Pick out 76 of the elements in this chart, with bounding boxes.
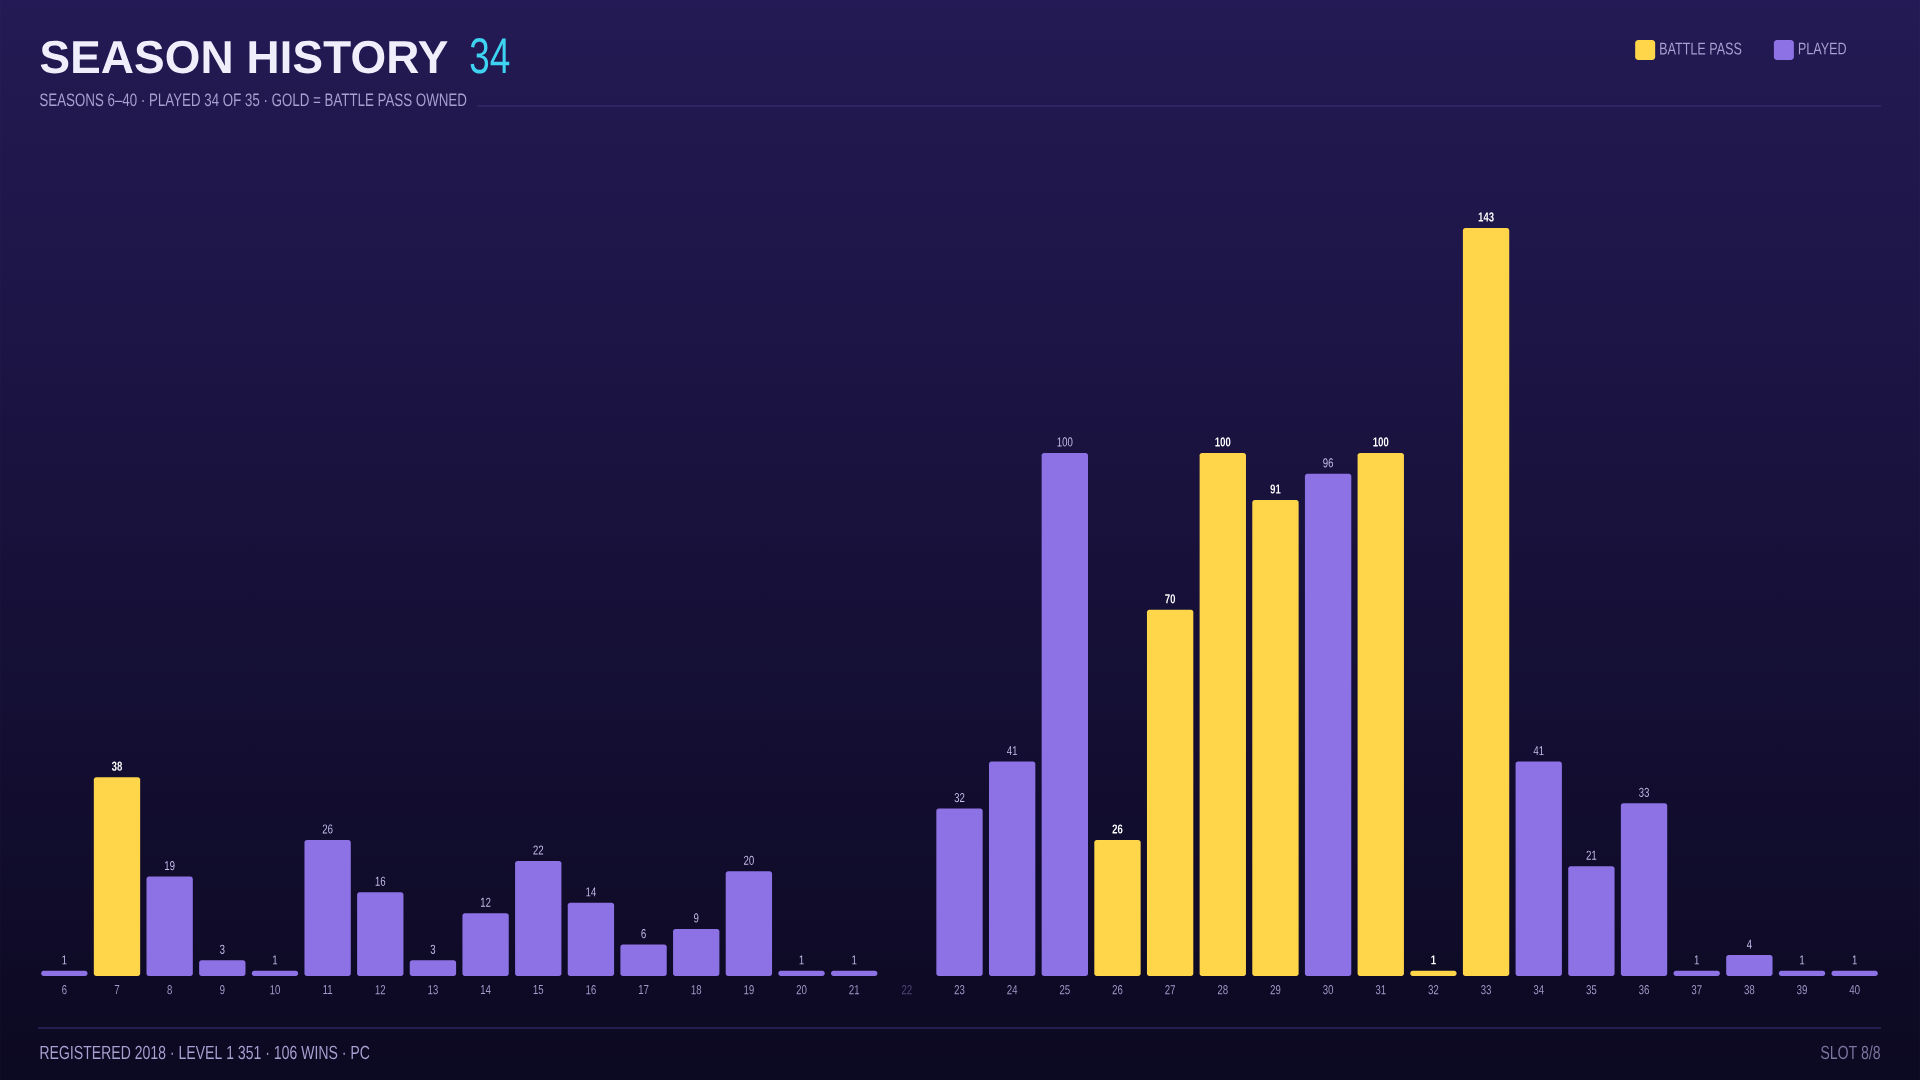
x-tick-label: 26	[1112, 985, 1123, 995]
data-label: 9	[693, 913, 699, 923]
x-tick-label: 21	[849, 985, 860, 995]
x-tick-label: 38	[1744, 985, 1755, 995]
x-tick-label: 36	[1639, 985, 1649, 995]
data-label: 100	[1057, 437, 1073, 447]
legend-label: BATTLE PASS	[1660, 42, 1742, 55]
text: REGISTERED 2018 · LEVEL 1 351 · 106 WINS · PC	[40, 1045, 370, 1060]
text: 34	[470, 38, 510, 74]
x-tick-label: 27	[1165, 985, 1175, 995]
data-label: 38	[111, 761, 123, 771]
data-label: 1	[799, 955, 804, 965]
x-tick-label: 40	[1849, 985, 1860, 995]
x-tick-label: 30	[1323, 985, 1334, 995]
chart-subtitle: SEASONS 6–40 · PLAYED 34 OF 35 · GOLD = BATTLE PASS OWNED	[40, 93, 467, 107]
x-tick-label: 34	[1533, 985, 1544, 995]
x-tick-label: 29	[1270, 985, 1281, 995]
x-tick-label: 28	[1217, 985, 1228, 995]
data-label: 1	[1800, 955, 1805, 965]
data-label: 1	[1852, 955, 1857, 965]
x-tick-label: 17	[638, 985, 649, 994]
data-label: 4	[1746, 939, 1752, 949]
x-tick-label: 31	[1375, 985, 1386, 995]
x-tick-label: 6	[62, 985, 67, 995]
x-tick-label: 23	[954, 985, 965, 995]
legend-label: PLAYED	[1798, 42, 1846, 55]
data-label: 19	[165, 861, 175, 871]
data-label: 41	[1533, 746, 1544, 756]
x-tick-label: 8	[167, 985, 172, 995]
x-tick-label: 22	[901, 985, 912, 995]
data-label: 70	[1165, 594, 1176, 604]
x-tick-label: 35	[1586, 985, 1597, 995]
x-tick-label: 20	[796, 985, 807, 995]
data-label: 22	[533, 845, 544, 855]
data-label: 91	[1270, 484, 1281, 494]
data-label: 41	[1007, 746, 1018, 756]
text: SLOT 8/8	[1821, 1045, 1880, 1060]
chart-title: SEASON HISTORY	[40, 40, 448, 74]
x-tick-label: 16	[586, 985, 596, 995]
data-label: 26	[1112, 824, 1123, 834]
data-label: 20	[744, 855, 754, 865]
x-tick-label: 24	[1007, 985, 1018, 995]
x-tick-label: 13	[428, 985, 438, 995]
x-tick-label: 33	[1481, 985, 1491, 995]
x-tick-label: 19	[744, 985, 754, 995]
data-label: 21	[1586, 850, 1597, 860]
x-tick-label: 12	[375, 985, 386, 995]
data-label: 33	[1639, 787, 1649, 797]
data-label: 1	[62, 955, 67, 965]
data-label: 1	[1431, 955, 1436, 965]
data-label: 26	[322, 824, 333, 834]
x-tick-label: 39	[1797, 985, 1807, 995]
data-label: 96	[1323, 458, 1334, 468]
x-tick-label: 11	[323, 985, 333, 994]
data-label: 1	[273, 955, 278, 965]
data-label: 6	[641, 929, 646, 939]
x-tick-label: 37	[1691, 985, 1702, 995]
x-tick-label: 25	[1059, 985, 1070, 995]
x-tick-label: 9	[220, 985, 225, 995]
data-label: 100	[1373, 437, 1389, 447]
data-label: 3	[430, 944, 436, 954]
data-label: 1	[852, 955, 857, 965]
data-label: 14	[586, 887, 596, 897]
data-label: 143	[1478, 212, 1494, 222]
data-label: 100	[1215, 437, 1231, 447]
x-tick-label: 7	[114, 985, 120, 994]
data-label: 3	[220, 944, 225, 954]
x-tick-label: 15	[533, 985, 544, 995]
x-tick-label: 14	[480, 985, 491, 994]
x-tick-label: 10	[270, 985, 280, 995]
x-tick-label: 18	[691, 985, 702, 995]
data-label: 16	[375, 876, 386, 886]
data-label: 1	[1694, 955, 1699, 965]
data-label: 12	[480, 897, 491, 907]
x-tick-label: 32	[1428, 985, 1439, 995]
data-label: 32	[954, 793, 965, 803]
